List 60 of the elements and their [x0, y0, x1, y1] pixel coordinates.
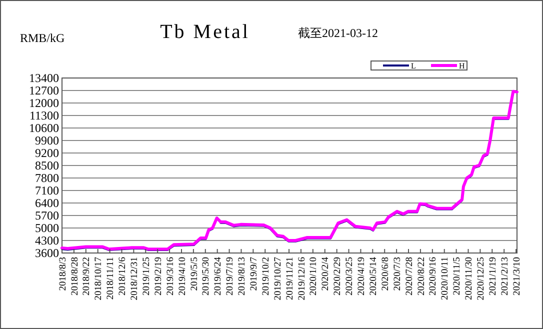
x-tick-label: 2018/12/31	[130, 256, 140, 300]
x-tick-label: 2019/3/16	[166, 256, 176, 296]
x-tick-label: 2020/7/28	[404, 256, 415, 296]
y-tick-label: 8500	[35, 158, 59, 173]
x-tick-label: 2019/4/10	[178, 256, 188, 296]
x-tick-label: 2020/3/25	[345, 256, 356, 296]
x-tick-label: 2019/7/19	[226, 256, 236, 296]
y-tick-label: 5700	[35, 208, 59, 223]
x-tick-label: 2020/12/25	[476, 256, 487, 300]
y-tick-label: 13400	[29, 71, 59, 86]
x-tick-label: 2018/12/6	[118, 256, 128, 296]
x-tick-label: 2019/10/2	[261, 256, 272, 296]
x-tick-label: 2020/6/8	[380, 256, 391, 291]
x-tick-label: 2020/4/19	[357, 256, 368, 296]
x-tick-label: 2020/10/11	[440, 256, 451, 300]
y-tick-label: 4300	[35, 234, 59, 248]
x-tick-label: 2020/1/10	[309, 256, 320, 296]
y-axis-title: RMB/kG	[20, 31, 66, 45]
y-tick-label: 6400	[35, 196, 59, 210]
x-tick-label: 2019/1/25	[142, 256, 152, 296]
y-tick-label: 9200	[35, 146, 59, 160]
y-tick-label: 11300	[29, 108, 59, 123]
x-tick-label: 2020/11/5	[452, 256, 463, 296]
x-tick-label: 2021/3/10	[512, 256, 522, 296]
x-tick-label: 2018/10/17	[94, 256, 104, 300]
x-tick-label: 2021/1/19	[488, 256, 498, 296]
y-tick-label: 7800	[35, 171, 59, 186]
x-tick-label: 2020/5/14	[368, 256, 379, 296]
legend-label: H	[459, 61, 465, 70]
y-tick-label: 12000	[29, 96, 59, 110]
x-tick-label: 2019/8/13	[238, 256, 248, 296]
x-tick-label: 2020/7/3	[392, 256, 403, 291]
x-tick-label: 2019/2/19	[154, 256, 164, 296]
x-tick-label: 2020/2/4	[321, 256, 332, 291]
x-tick-label: 2018/8/28	[70, 256, 80, 296]
x-tick-label: 2019/5/5	[190, 256, 200, 291]
y-tick-label: 5000	[35, 221, 59, 236]
x-tick-label: 2019/11/21	[285, 256, 296, 300]
x-tick-label: 2019/10/27	[273, 256, 284, 300]
chart-title: Tb Metal	[160, 21, 250, 43]
x-tick-label: 2019/9/7	[250, 256, 260, 291]
y-tick-label: 7100	[35, 184, 59, 198]
y-tick-label: 12700	[29, 84, 59, 98]
x-tick-label: 2020/8/22	[416, 256, 427, 296]
x-tick-label: 2021/2/13	[500, 256, 510, 296]
y-tick-label: 10600	[29, 121, 59, 136]
y-tick-label: 9900	[35, 134, 59, 148]
x-tick-label: 2019/6/24	[214, 256, 224, 296]
x-tick-label: 2020/9/16	[428, 256, 439, 296]
x-tick-label: 2018/11/11	[106, 256, 116, 300]
x-tick-label: 2020/11/30	[464, 256, 475, 300]
x-tick-label: 2019/5/30	[202, 256, 212, 296]
legend-label: L	[411, 61, 416, 70]
x-tick-label: 2019/12/16	[297, 256, 308, 300]
x-tick-label: 2018/8/3	[58, 256, 68, 291]
x-tick-label: 2018/9/22	[82, 256, 92, 296]
x-tick-label: 2020/2/29	[333, 256, 344, 296]
y-tick-label: 3600	[35, 246, 59, 260]
chart-subtitle: 截至2021-03-12	[298, 26, 378, 40]
line-series	[60, 90, 518, 251]
